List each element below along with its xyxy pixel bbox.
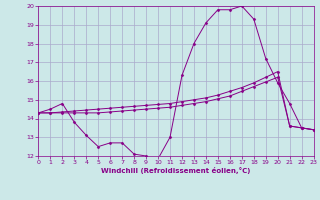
X-axis label: Windchill (Refroidissement éolien,°C): Windchill (Refroidissement éolien,°C) (101, 167, 251, 174)
